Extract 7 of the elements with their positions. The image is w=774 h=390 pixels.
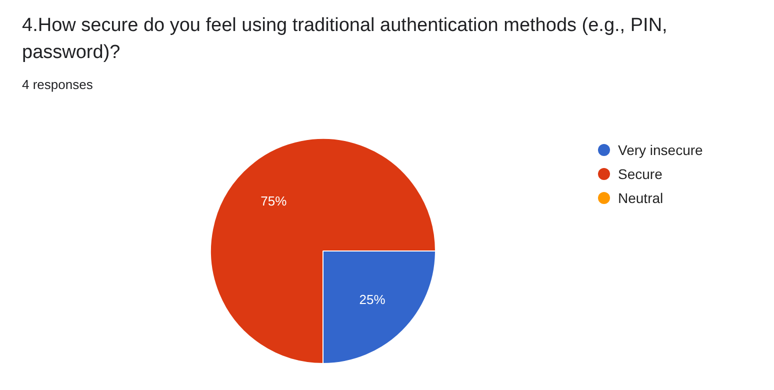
legend-label: Secure: [618, 166, 662, 182]
legend-label: Very insecure: [618, 142, 703, 158]
data-label: 75%: [260, 193, 288, 208]
text: 4 responses: [22, 77, 93, 92]
legend-label: Neutral: [618, 190, 664, 206]
chart-title: 4.How secure do you feel using traditional authentication methods (e.g., PIN, password)?: [22, 14, 668, 65]
data-label: 25%: [359, 292, 386, 307]
